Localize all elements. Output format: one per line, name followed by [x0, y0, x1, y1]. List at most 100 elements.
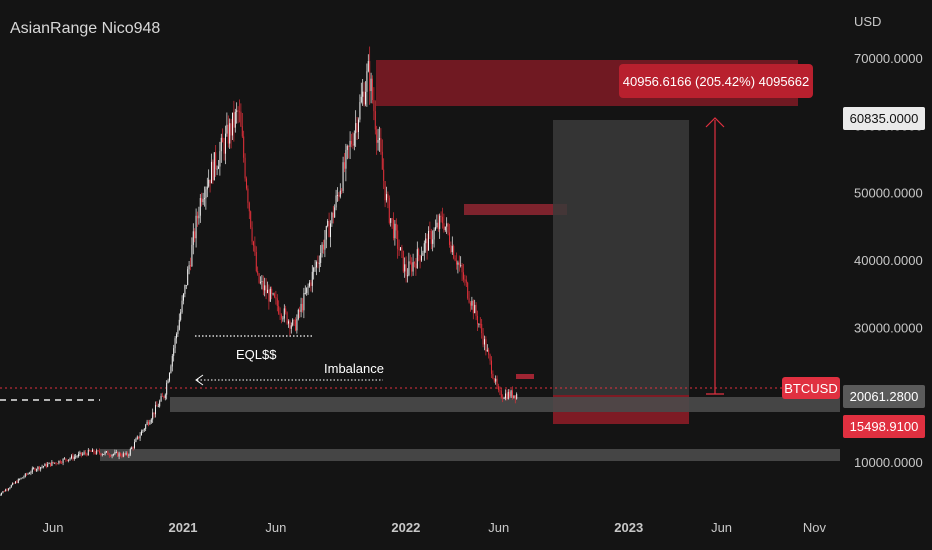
- candle-down: [243, 136, 245, 158]
- candle-up: [54, 462, 56, 464]
- candle-up: [436, 222, 438, 228]
- candle-up: [77, 453, 79, 457]
- candle-down: [52, 461, 54, 464]
- candle-up: [318, 262, 320, 264]
- candle-down: [285, 308, 287, 313]
- candle-up: [58, 460, 60, 464]
- candle-down: [38, 466, 40, 470]
- candle-up: [20, 477, 22, 480]
- candle-up: [433, 229, 435, 240]
- candle-down: [350, 140, 352, 145]
- candle-up: [146, 421, 148, 425]
- y-tick-label: 10000.0000: [854, 455, 923, 470]
- candle-down: [257, 271, 259, 274]
- candle-up: [170, 366, 172, 373]
- candle-up: [261, 281, 263, 282]
- annotation-layer: EQL$$ Imbalance: [236, 347, 384, 376]
- candle-down: [255, 251, 257, 272]
- candle-up: [427, 230, 429, 251]
- candle-down: [45, 463, 47, 467]
- candle-down: [488, 349, 490, 355]
- candle-up: [282, 318, 284, 320]
- recent-range-box: [516, 374, 534, 379]
- candle-down: [461, 264, 463, 273]
- candle-down: [418, 249, 420, 256]
- candle-down: [481, 323, 483, 334]
- candle-up: [412, 262, 414, 272]
- candle-up: [292, 319, 294, 326]
- candle-up: [180, 312, 182, 320]
- candle-up: [231, 112, 233, 136]
- candle-up: [205, 189, 207, 199]
- candle-up: [149, 422, 151, 425]
- x-tick-label: 2021: [169, 520, 198, 535]
- candle-up: [157, 406, 159, 408]
- candle-down: [322, 244, 324, 250]
- candle-up: [160, 396, 162, 402]
- candle-down: [215, 152, 217, 169]
- candle-up: [420, 255, 422, 261]
- candle-up: [266, 289, 268, 294]
- candle-down: [413, 262, 415, 264]
- candle-up: [399, 247, 401, 251]
- candle-up: [287, 321, 289, 324]
- candle-down: [119, 453, 121, 456]
- candle-down: [227, 124, 229, 144]
- candle-down: [262, 281, 264, 291]
- currency-label: USD: [854, 14, 881, 29]
- candle-up: [229, 123, 231, 144]
- candle-up: [136, 436, 138, 439]
- candle-down: [502, 397, 504, 399]
- candle-up: [182, 293, 184, 301]
- candle-down: [49, 462, 51, 466]
- candle-up: [236, 110, 238, 112]
- candle-up: [105, 451, 107, 453]
- candle-down: [458, 262, 460, 266]
- candle-up: [96, 450, 98, 454]
- stop-price-badge: [843, 415, 925, 438]
- candle-down: [343, 162, 345, 169]
- candle-down: [440, 215, 442, 217]
- candle-up: [191, 244, 193, 267]
- candle-down: [276, 298, 278, 307]
- candle-up: [219, 151, 221, 167]
- candle-down: [97, 450, 99, 452]
- candle-up: [21, 477, 23, 479]
- candle-down: [500, 390, 502, 398]
- candle-down: [509, 391, 511, 397]
- candle-up: [406, 275, 408, 277]
- candle-down: [383, 169, 385, 182]
- candle-down: [392, 219, 394, 239]
- candle-up: [329, 223, 331, 238]
- candle-down: [110, 455, 112, 457]
- x-tick-label: Jun: [711, 520, 732, 535]
- candle-up: [378, 138, 380, 141]
- candle-down: [3, 491, 5, 492]
- candle-down: [212, 161, 214, 181]
- candle-up: [336, 194, 338, 196]
- candle-down: [455, 260, 457, 265]
- candle-down: [89, 449, 91, 452]
- candle-down: [380, 138, 382, 152]
- candle-down: [289, 321, 291, 329]
- candle-up: [394, 223, 396, 239]
- candle-up: [91, 449, 93, 452]
- candle-down: [338, 194, 340, 197]
- candle-up: [206, 186, 208, 190]
- candle-down: [441, 216, 443, 224]
- candle-down: [299, 309, 301, 312]
- candle-down: [479, 323, 481, 325]
- candle-down: [16, 481, 18, 483]
- candle-down: [230, 123, 232, 136]
- candle-down: [258, 273, 260, 283]
- candle-down: [245, 178, 247, 189]
- candle-up: [129, 449, 131, 455]
- candle-down: [301, 303, 303, 311]
- candle-up: [17, 479, 19, 483]
- candle-up: [5, 489, 7, 492]
- candle-down: [454, 258, 456, 261]
- candle-down: [482, 333, 484, 345]
- candle-down: [161, 396, 163, 397]
- candle-up: [173, 348, 175, 356]
